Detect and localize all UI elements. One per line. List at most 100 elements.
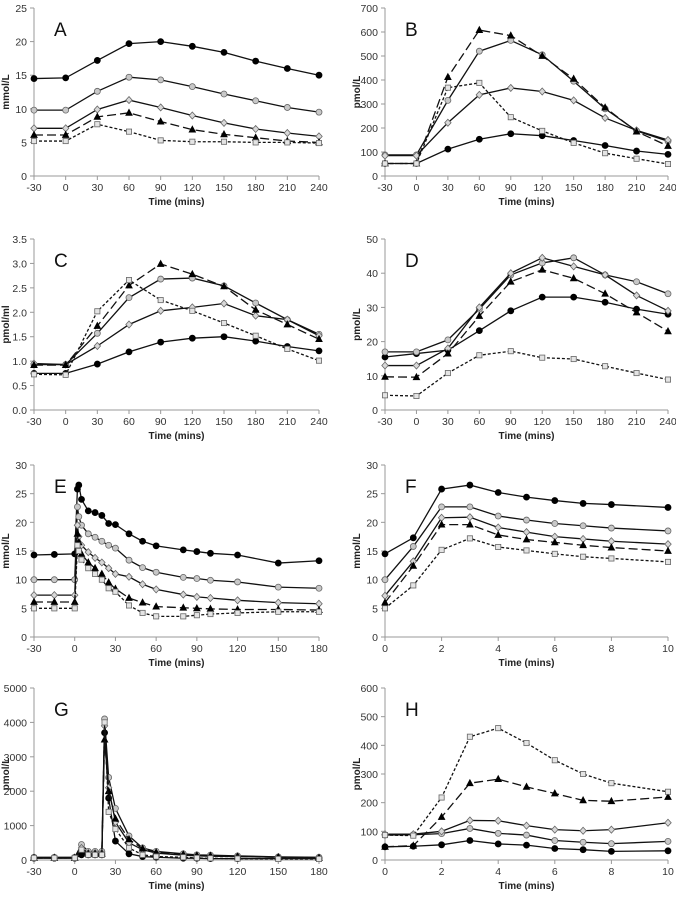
data-point (569, 74, 578, 82)
data-point (381, 151, 389, 160)
data-point (252, 337, 260, 345)
data-point (579, 838, 587, 846)
data-point (192, 603, 201, 612)
data-point (507, 114, 514, 121)
data-point (412, 361, 421, 370)
data-point (579, 500, 587, 507)
series-line (385, 133, 669, 165)
data-point (193, 592, 201, 601)
data-point (125, 73, 133, 81)
series-3 (30, 721, 323, 862)
x-tick-label: 150 (215, 182, 233, 194)
data-point (664, 546, 672, 554)
data-point (475, 25, 484, 33)
data-point (179, 546, 187, 554)
data-point (381, 576, 389, 584)
series-5 (381, 348, 672, 399)
data-point (494, 774, 503, 783)
data-point (476, 79, 483, 86)
data-point (193, 854, 200, 861)
series-line (384, 296, 669, 358)
series-3 (30, 95, 323, 141)
x-tick-label: -30 (26, 416, 41, 428)
data-point (125, 850, 133, 858)
series-line (384, 727, 669, 837)
data-point (51, 605, 58, 612)
data-point (410, 582, 417, 589)
data-point (438, 546, 445, 553)
x-axis-label: Time (mins) (499, 658, 555, 669)
data-point (188, 111, 197, 120)
data-point (315, 357, 322, 364)
y-tick-label: 5 (372, 603, 378, 615)
data-point (632, 291, 641, 300)
data-point (50, 576, 58, 584)
series-line (34, 739, 320, 859)
data-point (608, 848, 615, 855)
data-point (252, 97, 260, 105)
data-point (91, 553, 99, 562)
data-point (444, 72, 452, 81)
y-tick-label: 10 (366, 575, 378, 587)
x-tick-label: 6 (552, 866, 558, 878)
data-point (466, 535, 473, 542)
data-point (85, 851, 92, 858)
series-4 (30, 735, 323, 861)
x-tick-label: 180 (247, 416, 265, 428)
data-point (220, 138, 227, 145)
series-4 (30, 108, 323, 146)
data-point (494, 512, 502, 520)
panel-letter: F (405, 477, 417, 498)
x-tick-label: 240 (659, 182, 676, 194)
y-tick-label: 0 (21, 171, 27, 183)
data-point (61, 130, 70, 138)
data-point (475, 327, 483, 335)
data-point (93, 321, 102, 329)
data-point (522, 821, 531, 830)
data-point (104, 786, 113, 795)
data-point (283, 128, 292, 138)
series-line (384, 269, 669, 378)
data-point (494, 530, 503, 538)
data-point (283, 320, 292, 328)
series-line (34, 336, 320, 375)
data-point (30, 597, 38, 605)
data-point (523, 841, 530, 849)
data-point (138, 580, 147, 589)
x-tick-label: 0 (72, 866, 78, 878)
data-point (234, 578, 241, 586)
series-3 (381, 83, 672, 160)
y-tick-label: 10 (15, 104, 27, 116)
data-point (75, 481, 83, 489)
data-point (78, 495, 85, 503)
x-axis-label: Time (mins) (499, 197, 555, 208)
data-point (569, 262, 578, 271)
data-point (601, 113, 609, 123)
data-point (409, 561, 418, 569)
data-point (193, 548, 201, 555)
data-point (157, 338, 165, 346)
y-tick-label: 1000 (4, 821, 28, 833)
y-tick-label: 5000 (4, 683, 28, 695)
data-point (507, 130, 515, 138)
x-tick-label: -30 (26, 643, 41, 655)
data-point (664, 837, 672, 845)
y-tick-label: 0 (372, 405, 378, 417)
y-tick-label: 100 (360, 147, 378, 159)
data-point (125, 40, 133, 48)
data-point (125, 556, 133, 564)
data-point (315, 584, 323, 592)
x-tick-label: 180 (596, 416, 614, 428)
data-point (381, 160, 388, 167)
y-tick-label: 500 (360, 712, 378, 724)
series-line (34, 718, 320, 858)
data-point (62, 371, 69, 378)
data-point (608, 780, 615, 787)
y-tick-label: 0.5 (12, 381, 27, 393)
data-point (664, 141, 672, 149)
y-tick-label: 25 (15, 3, 27, 15)
data-point (664, 818, 672, 827)
data-point (664, 306, 672, 315)
data-point (580, 553, 587, 560)
data-point (139, 609, 146, 616)
